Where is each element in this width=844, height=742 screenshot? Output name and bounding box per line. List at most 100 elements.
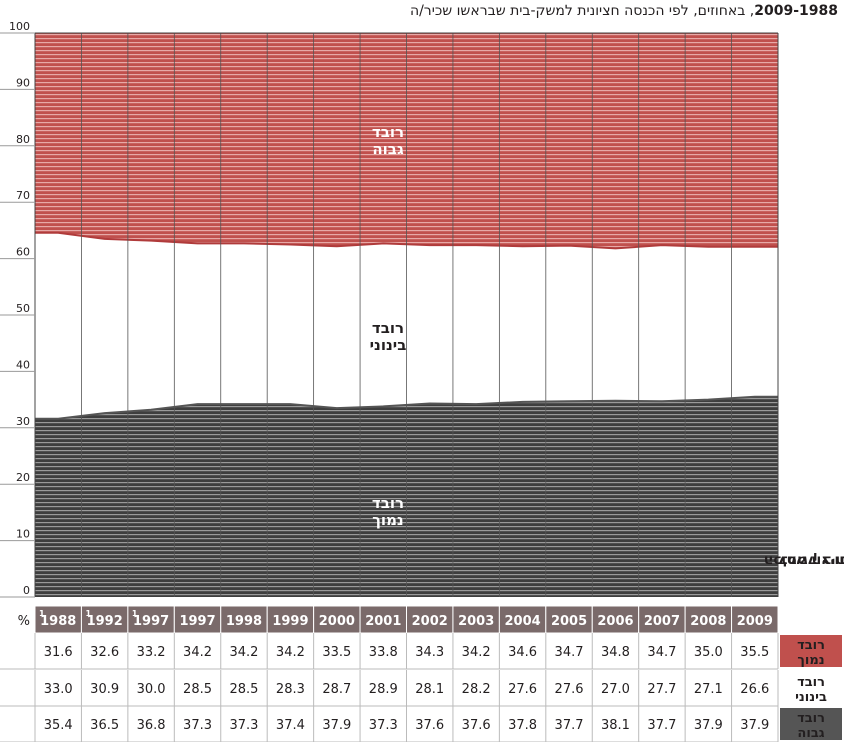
table-cell-high: 38.1 (601, 718, 630, 733)
table-cell-middle: 27.6 (508, 682, 537, 697)
table-cell-low: 34.8 (601, 645, 630, 660)
row-label-middle: בינוני (795, 690, 827, 705)
x-tick-label: 2001 (365, 614, 401, 629)
row-label-bg-middle (780, 672, 842, 704)
area-label-high: גבוה (372, 140, 404, 158)
y-axis-ticks: 0 10 20 30 40 50 60 70 80 90 100 (0, 20, 35, 598)
table-cell-middle: 33.0 (44, 682, 73, 697)
x-tick-label: 1998 (226, 614, 262, 629)
row-label-middle: רובד (797, 675, 825, 690)
x-tick-label: 2004 (505, 614, 541, 629)
table-cell-middle: 27.7 (647, 682, 676, 697)
side-title-line2: למשק בית (778, 552, 844, 569)
table-cell-high: 35.4 (44, 718, 73, 733)
area-label-middle: בינוני (370, 336, 407, 354)
x-tick-label: 1992 (87, 614, 123, 629)
table-cell-high: 36.8 (137, 718, 166, 733)
table-cell-middle: 28.9 (369, 682, 398, 697)
footnote-mark: 1 (85, 609, 91, 618)
row-label-high: רובד (797, 711, 825, 726)
x-tick-label: 2006 (597, 614, 633, 629)
table-cell-middle: 30.9 (90, 682, 119, 697)
x-tick-label: 1997 (133, 614, 169, 629)
row-label-low: רובד (797, 638, 825, 653)
table-cell-middle: 28.3 (276, 682, 305, 697)
y-tick-label: 20 (16, 471, 30, 484)
table-cell-high: 37.9 (740, 718, 769, 733)
y-tick-label: 40 (16, 358, 30, 371)
x-tick-label: 2009 (737, 614, 773, 629)
table-cell-high: 37.8 (508, 718, 537, 733)
y-tick-label: 60 (16, 246, 30, 259)
table-cell-middle: 28.2 (462, 682, 491, 697)
row-label-high: גבוה (797, 726, 824, 741)
y-tick-label: 90 (16, 76, 30, 89)
title-text: , באחוזים, לפי הכנסה חציונית למשק-בית שב… (409, 3, 755, 19)
row-label-bg-low (780, 635, 842, 667)
table-cell-low: 34.7 (647, 645, 676, 660)
table-cell-high: 37.3 (229, 718, 258, 733)
year-header-cell (591, 605, 640, 634)
gridlines-layer (0, 32, 779, 597)
y-tick-label: 0 (23, 584, 30, 597)
table-cell-low: 34.2 (229, 645, 258, 660)
table-cell-low: 31.6 (44, 645, 73, 660)
table-cell-low: 34.2 (276, 645, 305, 660)
table-cell-low: 34.6 (508, 645, 537, 660)
area-label-low: נמוך (372, 511, 403, 529)
year-header-cell (127, 605, 175, 634)
title-years: 2009-1988 (754, 3, 838, 19)
table-cell-low: 34.2 (462, 645, 491, 660)
table-cell-middle: 27.1 (694, 682, 723, 697)
table-cell-low: 35.5 (740, 645, 769, 660)
table-cell-high: 37.6 (462, 718, 491, 733)
x-tick-label: 1997 (179, 614, 215, 629)
table-cell-high: 37.9 (322, 718, 351, 733)
table-cell-middle: 27.6 (555, 682, 584, 697)
x-tick-label: 2008 (690, 614, 726, 629)
year-header-cell (684, 605, 733, 634)
area-label-middle: רובד (372, 319, 404, 337)
x-tick-label: 1988 (40, 614, 76, 629)
row-label-bg-high (780, 708, 842, 740)
footnote-mark: 1 (132, 609, 138, 618)
y-tick-label: 80 (16, 133, 30, 146)
table-cell-low: 33.8 (369, 645, 398, 660)
row-label-low: נמוך (797, 653, 824, 668)
y-tick-label: 30 (16, 415, 30, 428)
table-cell-high: 37.6 (415, 718, 444, 733)
table-cell-low: 34.7 (555, 645, 584, 660)
table-cell-middle: 28.5 (183, 682, 212, 697)
year-header-cell (34, 605, 82, 634)
year-header-cell (313, 605, 361, 634)
x-tick-label: 2002 (412, 614, 448, 629)
table-cell-high: 37.7 (555, 718, 584, 733)
table-cell-middle: 27.0 (601, 682, 630, 697)
table-cell-high: 36.5 (90, 718, 119, 733)
table-cell-low: 33.2 (137, 645, 166, 660)
year-header-cell (266, 605, 315, 634)
y-tick-label: 50 (16, 302, 30, 315)
table-cell-high: 37.3 (369, 718, 398, 733)
table-cell-middle: 28.7 (322, 682, 351, 697)
chart-title: 2009-1988, באחוזים, לפי הכנסה חציונית למ… (410, 0, 838, 22)
year-header-cell (545, 605, 593, 634)
table-cell-low: 34.2 (183, 645, 212, 660)
y-tick-label: 10 (16, 528, 30, 541)
table-cell-low: 32.6 (90, 645, 119, 660)
x-tick-label: 2000 (319, 614, 355, 629)
table-cell-middle: 28.5 (229, 682, 258, 697)
x-tick-label: 2003 (458, 614, 494, 629)
table-cell-low: 35.0 (694, 645, 723, 660)
table-cell-low: 33.5 (322, 645, 351, 660)
y-tick-label: 100 (9, 20, 30, 33)
table-cell-high: 37.3 (183, 718, 212, 733)
footnote-mark: 1 (39, 609, 45, 618)
year-header-cell (731, 605, 779, 634)
data-table: 31.6 32.6 33.2 34.2 34.2 34.2 33.5 33.8 34.3 34.2… (0, 633, 842, 742)
table-cell-middle: 28.1 (415, 682, 444, 697)
